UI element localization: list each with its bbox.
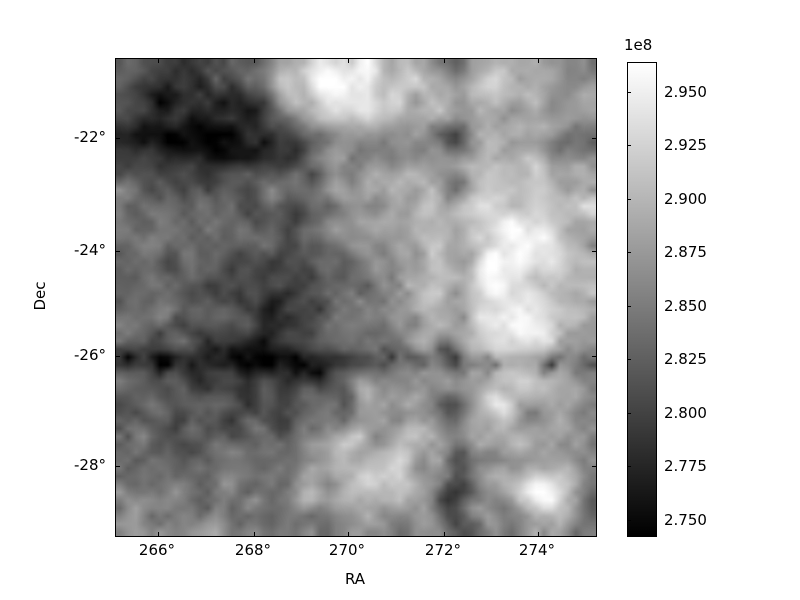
cbtick-2850 <box>627 306 631 307</box>
y-axis-label: Dec <box>31 281 49 311</box>
ytick-m28 <box>115 466 120 467</box>
ytick-right-m24 <box>592 251 597 252</box>
yticklabel-m26: -26° <box>74 346 106 364</box>
cbtick-2875 <box>627 252 631 253</box>
cbtick-2900 <box>627 199 631 200</box>
cbtick-2925 <box>627 145 631 146</box>
xtick-top-268 <box>254 58 255 63</box>
cbticklabel-2775: 2.775 <box>664 457 707 475</box>
cbticklabel-2750: 2.750 <box>664 511 707 529</box>
cbtick-2825 <box>627 359 631 360</box>
xtick-272 <box>444 532 445 537</box>
cbtick-2800 <box>627 413 631 414</box>
ytick-right-m28 <box>592 466 597 467</box>
colorbar-offset-text: 1e8 <box>624 36 653 54</box>
xtick-266 <box>158 532 159 537</box>
yticklabel-m24: -24° <box>74 241 106 259</box>
xticklabel-274: 274° <box>518 541 556 559</box>
heatmap-image <box>116 59 596 536</box>
ytick-m24 <box>115 251 120 252</box>
xtick-top-266 <box>158 58 159 63</box>
cbticklabel-2850: 2.850 <box>664 297 707 315</box>
xtick-274 <box>538 532 539 537</box>
ytick-m22 <box>115 138 120 139</box>
xticklabel-270: 270° <box>328 541 366 559</box>
cbticklabel-2800: 2.800 <box>664 404 707 422</box>
ytick-m26 <box>115 356 120 357</box>
yticklabel-m28: -28° <box>74 456 106 474</box>
cbticklabel-2950: 2.950 <box>664 83 707 101</box>
xticklabel-272: 272° <box>424 541 462 559</box>
cbtick-2750 <box>627 520 631 521</box>
heatmap-axes <box>115 58 597 537</box>
cbticklabel-2925: 2.925 <box>664 136 707 154</box>
yticklabel-m22: -22° <box>74 128 106 146</box>
cbtick-2950 <box>627 92 631 93</box>
xticklabel-266: 266° <box>138 541 176 559</box>
cbticklabel-2825: 2.825 <box>664 350 707 368</box>
cbtick-2775 <box>627 466 631 467</box>
xtick-270 <box>348 532 349 537</box>
xtick-top-270 <box>348 58 349 63</box>
cbticklabel-2875: 2.875 <box>664 243 707 261</box>
cbticklabel-2900: 2.900 <box>664 190 707 208</box>
x-axis-label: RA <box>344 570 366 588</box>
ytick-right-m22 <box>592 138 597 139</box>
xtick-top-272 <box>444 58 445 63</box>
xticklabel-268: 268° <box>234 541 272 559</box>
xtick-268 <box>254 532 255 537</box>
xtick-top-274 <box>538 58 539 63</box>
ytick-right-m26 <box>592 356 597 357</box>
colorbar: 2.950 2.925 2.900 2.875 2.850 2.825 2.80… <box>627 62 707 537</box>
